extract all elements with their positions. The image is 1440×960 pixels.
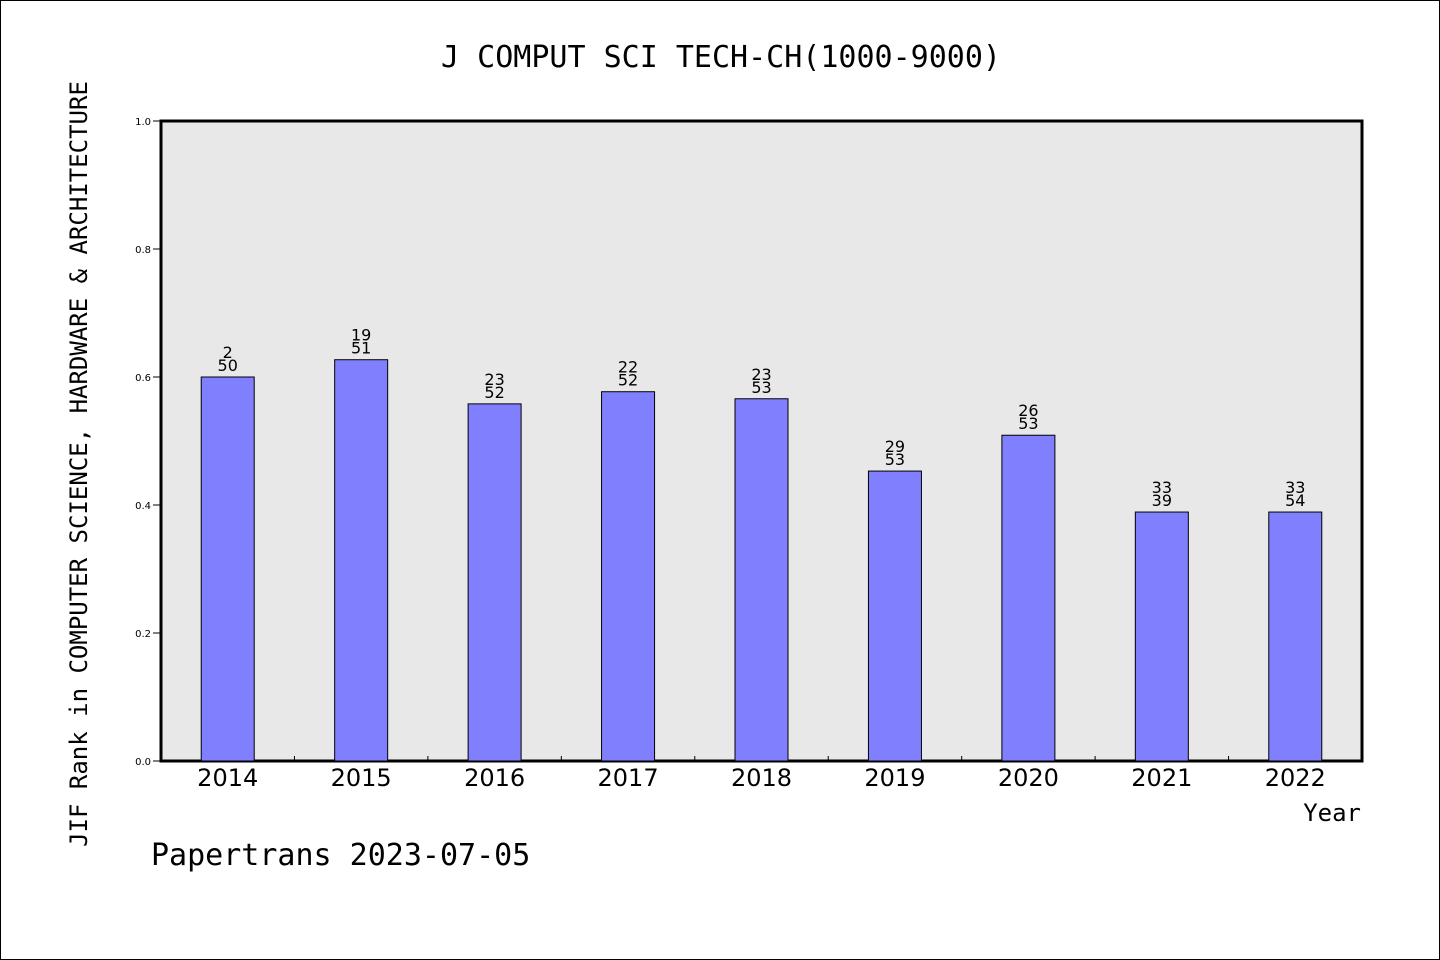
x-axis-label: Year	[1303, 799, 1361, 827]
footer-credit: Papertrans 2023-07-05	[151, 838, 530, 873]
bar-total-label: 53	[1018, 414, 1038, 433]
bar-rank-label: 29	[885, 437, 905, 456]
y-tick-label: 0.8	[135, 245, 151, 256]
x-tick-label: 2015	[331, 764, 392, 792]
y-tick-label: 0.6	[135, 373, 151, 384]
bar	[200, 376, 255, 762]
bar-rank-label: 22	[618, 358, 638, 377]
bar	[867, 470, 922, 762]
bar-rank-label: 23	[484, 370, 504, 389]
x-tick-label: 2022	[1265, 764, 1326, 792]
bar-rank-label: 23	[751, 365, 771, 384]
x-tick-label: 2018	[731, 764, 792, 792]
chart-title: J COMPUT SCI TECH-CH(1000-9000)	[441, 40, 1001, 75]
bar-rank-label: 19	[351, 326, 371, 345]
y-tick-label: 0.4	[135, 501, 151, 512]
bar-total-label: 50	[218, 356, 238, 375]
y-tick-label: 0.0	[135, 757, 151, 768]
bar-total-label: 52	[618, 371, 638, 390]
bar	[467, 403, 522, 762]
bar	[734, 398, 789, 762]
bar-total-label: 54	[1285, 491, 1305, 510]
bar	[601, 391, 656, 762]
bar	[334, 359, 389, 762]
bar-rank-label: 33	[1152, 478, 1172, 497]
x-tick-label: 2020	[998, 764, 1059, 792]
x-tick-label: 2021	[1131, 764, 1192, 792]
x-axis: 2014 2015 2016 2017 2018 2019 2020 2021 2022	[197, 756, 1326, 792]
bar-rank-label: 26	[1018, 401, 1038, 420]
bar-total-label: 39	[1152, 491, 1172, 510]
bar-total-label: 51	[351, 339, 371, 358]
bar-total-label: 52	[484, 383, 504, 402]
x-tick-label: 2016	[464, 764, 525, 792]
x-tick-label: 2014	[197, 764, 258, 792]
x-tick-label: 2017	[598, 764, 659, 792]
bar-total-label: 53	[751, 378, 771, 397]
bar	[1001, 434, 1056, 762]
bar	[1268, 511, 1323, 762]
x-tick-label: 2019	[864, 764, 925, 792]
bar-rank-label: 2	[223, 343, 233, 362]
bar-rank-label: 33	[1285, 478, 1305, 497]
y-axis: 0.0 0.2 0.4 0.6 0.8 1.0	[135, 117, 161, 768]
y-axis-label: JIF Rank in COMPUTER SCIENCE, HARDWARE &…	[65, 81, 93, 847]
y-tick-label: 0.2	[135, 629, 151, 640]
bar	[1134, 511, 1189, 762]
bar-total-label: 53	[885, 450, 905, 469]
y-tick-label: 1.0	[135, 117, 151, 128]
